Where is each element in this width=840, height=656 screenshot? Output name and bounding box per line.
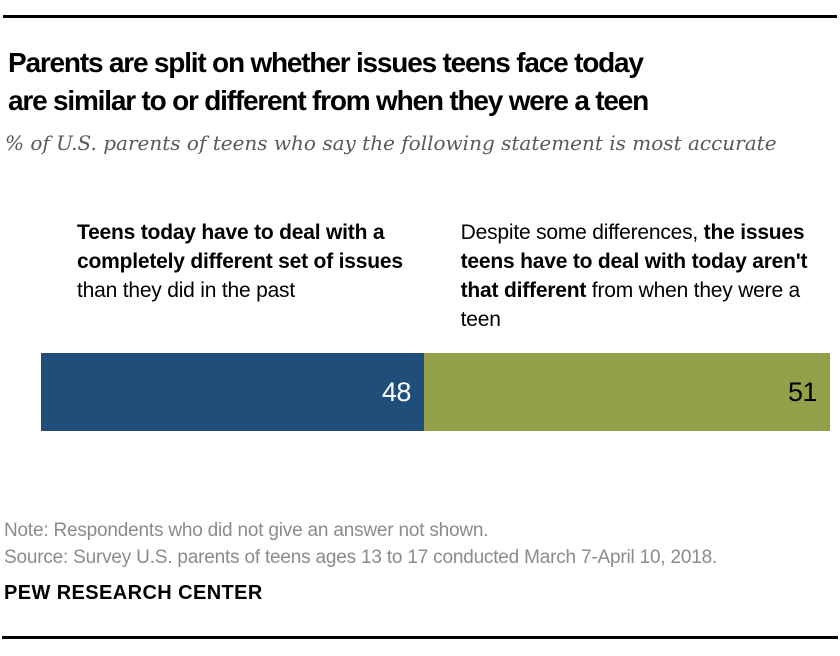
stacked-bar: 48 51 [41,353,830,431]
statement-left-bold: Teens today have to deal with a complete… [77,221,403,273]
footer-notes: Note: Respondents who did not give an an… [4,517,836,571]
statement-left-label: Teens today have to deal with a complete… [77,218,422,305]
bottom-divider [2,636,838,639]
page-title-line-2: are similar to or different from when th… [8,85,649,116]
statement-left-regular: than they did in the past [77,279,295,302]
statement-right-column: Despite some differences, the issues tee… [425,218,830,334]
bar-segment-not-that-different: 51 [423,353,830,431]
bar-value-not-that-different: 51 [787,376,818,407]
top-divider [3,15,837,18]
statement-right-regular-1: Despite some differences, [460,221,699,244]
page-subtitle: % of U.S. parents of teens who say the f… [5,131,777,155]
bar-value-different-issues: 48 [381,376,412,407]
statement-left-column: Teens today have to deal with a complete… [41,218,425,334]
page-title-line-1: Parents are split on whether issues teen… [8,47,644,78]
page-title: Parents are split on whether issues teen… [8,44,828,120]
bar-segment-different-issues: 48 [41,353,424,431]
statement-labels: Teens today have to deal with a complete… [41,218,830,334]
source-text: Source: Survey U.S. parents of teens age… [4,547,718,568]
statement-right-bold: the issues teens have to deal with today… [460,221,808,302]
statement-right-regular-2: from when they were a teen [460,279,801,331]
statement-right-label: Despite some differences, the issues tee… [461,218,811,334]
pew-research-center-brand: PEW RESEARCH CENTER [4,582,263,604]
note-text: Note: Respondents who did not give an an… [4,520,489,541]
